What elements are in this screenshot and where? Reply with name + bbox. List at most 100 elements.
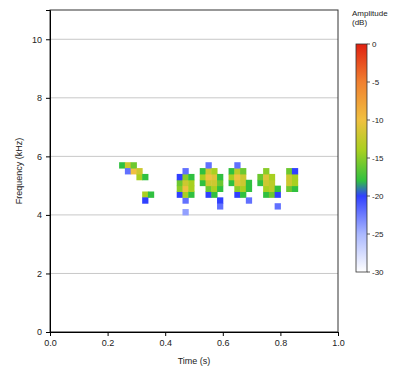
cell xyxy=(246,180,252,186)
cell xyxy=(206,191,212,197)
cell xyxy=(257,174,263,180)
cell xyxy=(229,180,235,186)
x-tick: 0.2 xyxy=(102,332,115,348)
x-axis: 0.0 0.2 0.4 0.6 0.8 1.0 xyxy=(44,332,345,348)
y-tick: 0 xyxy=(37,327,50,337)
cell xyxy=(211,191,217,197)
x-tick: 0.4 xyxy=(159,332,172,348)
cell xyxy=(182,174,188,180)
colorbar-tick xyxy=(367,82,370,83)
cell xyxy=(229,168,235,174)
x-tick-label: 0.0 xyxy=(44,338,57,348)
colorbar-tick-label: -10 xyxy=(372,116,384,125)
cell xyxy=(217,180,223,186)
cell xyxy=(131,168,137,174)
y-tick-mark xyxy=(46,156,50,157)
y-axis-title: Frequency (kHz) xyxy=(14,138,24,205)
grid-line xyxy=(50,97,338,98)
x-tick: 0.8 xyxy=(275,332,288,348)
colorbar-tick xyxy=(367,158,370,159)
cell xyxy=(229,174,235,180)
cell xyxy=(263,180,269,186)
cell xyxy=(263,191,269,197)
cell xyxy=(177,180,183,186)
cell xyxy=(286,168,292,174)
x-tick-label: 1.0 xyxy=(332,338,345,348)
colorbar: 0-5-10-15-20-25-30Amplitude(dB) xyxy=(352,9,388,277)
cell xyxy=(246,197,252,203)
cell xyxy=(234,174,240,180)
y-tick-mark xyxy=(46,332,50,333)
y-tick-label: 2 xyxy=(37,269,42,279)
x-tick: 0.0 xyxy=(44,332,57,348)
cell xyxy=(200,180,206,186)
cell xyxy=(182,180,188,186)
colorbar-title: Amplitude(dB) xyxy=(352,9,388,27)
cell xyxy=(234,191,240,197)
x-tick-mark xyxy=(223,332,224,336)
x-tick: 1.0 xyxy=(332,332,345,348)
x-tick-mark xyxy=(338,332,339,336)
cell xyxy=(188,191,194,197)
cell xyxy=(136,168,142,174)
cell xyxy=(211,180,217,186)
cell xyxy=(200,174,206,180)
cell xyxy=(206,168,212,174)
grid xyxy=(50,39,338,332)
cell xyxy=(292,168,298,174)
x-tick-label: 0.6 xyxy=(217,338,230,348)
cell xyxy=(182,191,188,197)
y-tick: 2 xyxy=(37,269,50,279)
colorbar-scale xyxy=(356,44,367,272)
y-axis: 0246810 xyxy=(32,11,51,338)
cell xyxy=(142,191,148,197)
y-tick-label: 10 xyxy=(32,35,42,45)
cell xyxy=(269,186,275,192)
cell xyxy=(136,174,142,180)
cell xyxy=(200,168,206,174)
x-tick-label: 0.8 xyxy=(275,338,288,348)
x-tick-mark xyxy=(280,332,281,336)
cell xyxy=(234,186,240,192)
x-axis-line xyxy=(51,333,339,337)
colorbar-tick-label: 0 xyxy=(372,40,377,49)
cell xyxy=(246,186,252,192)
cell xyxy=(125,162,131,168)
colorbar-tick xyxy=(367,234,370,235)
plot-frame xyxy=(50,10,338,332)
cell xyxy=(182,186,188,192)
cell xyxy=(217,186,223,192)
cell xyxy=(177,174,183,180)
cell xyxy=(240,180,246,186)
cell xyxy=(188,180,194,186)
colorbar-tick-label: -30 xyxy=(372,268,384,277)
cell xyxy=(206,174,212,180)
y-tick: 6 xyxy=(37,152,50,162)
cell xyxy=(211,168,217,174)
cell xyxy=(275,186,281,192)
cell xyxy=(240,186,246,192)
cell xyxy=(131,162,137,168)
colorbar-tick-label: -15 xyxy=(372,154,384,163)
y-tick-label: 0 xyxy=(37,327,42,337)
cell xyxy=(182,209,188,215)
colorbar-tick-label: -5 xyxy=(372,78,380,87)
grid-line xyxy=(50,156,338,157)
y-tick-mark xyxy=(46,39,50,40)
cell xyxy=(177,186,183,192)
colorbar-tick xyxy=(367,120,370,121)
cell xyxy=(182,197,188,203)
x-tick-mark xyxy=(165,332,166,336)
cell xyxy=(263,186,269,192)
cell xyxy=(263,168,269,174)
x-tick-label: 0.2 xyxy=(102,338,115,348)
chart: 0.00.20.40.60.81.00246810Time (s)Frequen… xyxy=(0,0,409,376)
cell xyxy=(119,162,125,168)
grid-line xyxy=(50,214,338,215)
x-axis-title: Time (s) xyxy=(178,356,211,366)
cell xyxy=(217,197,223,203)
cell xyxy=(257,180,263,186)
cell xyxy=(240,191,246,197)
cell xyxy=(240,168,246,174)
cell xyxy=(292,174,298,180)
